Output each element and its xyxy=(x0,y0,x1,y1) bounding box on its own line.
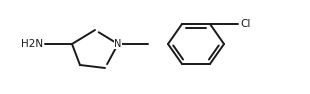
Text: H2N: H2N xyxy=(21,39,43,49)
Text: N: N xyxy=(114,39,122,49)
Text: Cl: Cl xyxy=(240,19,250,29)
